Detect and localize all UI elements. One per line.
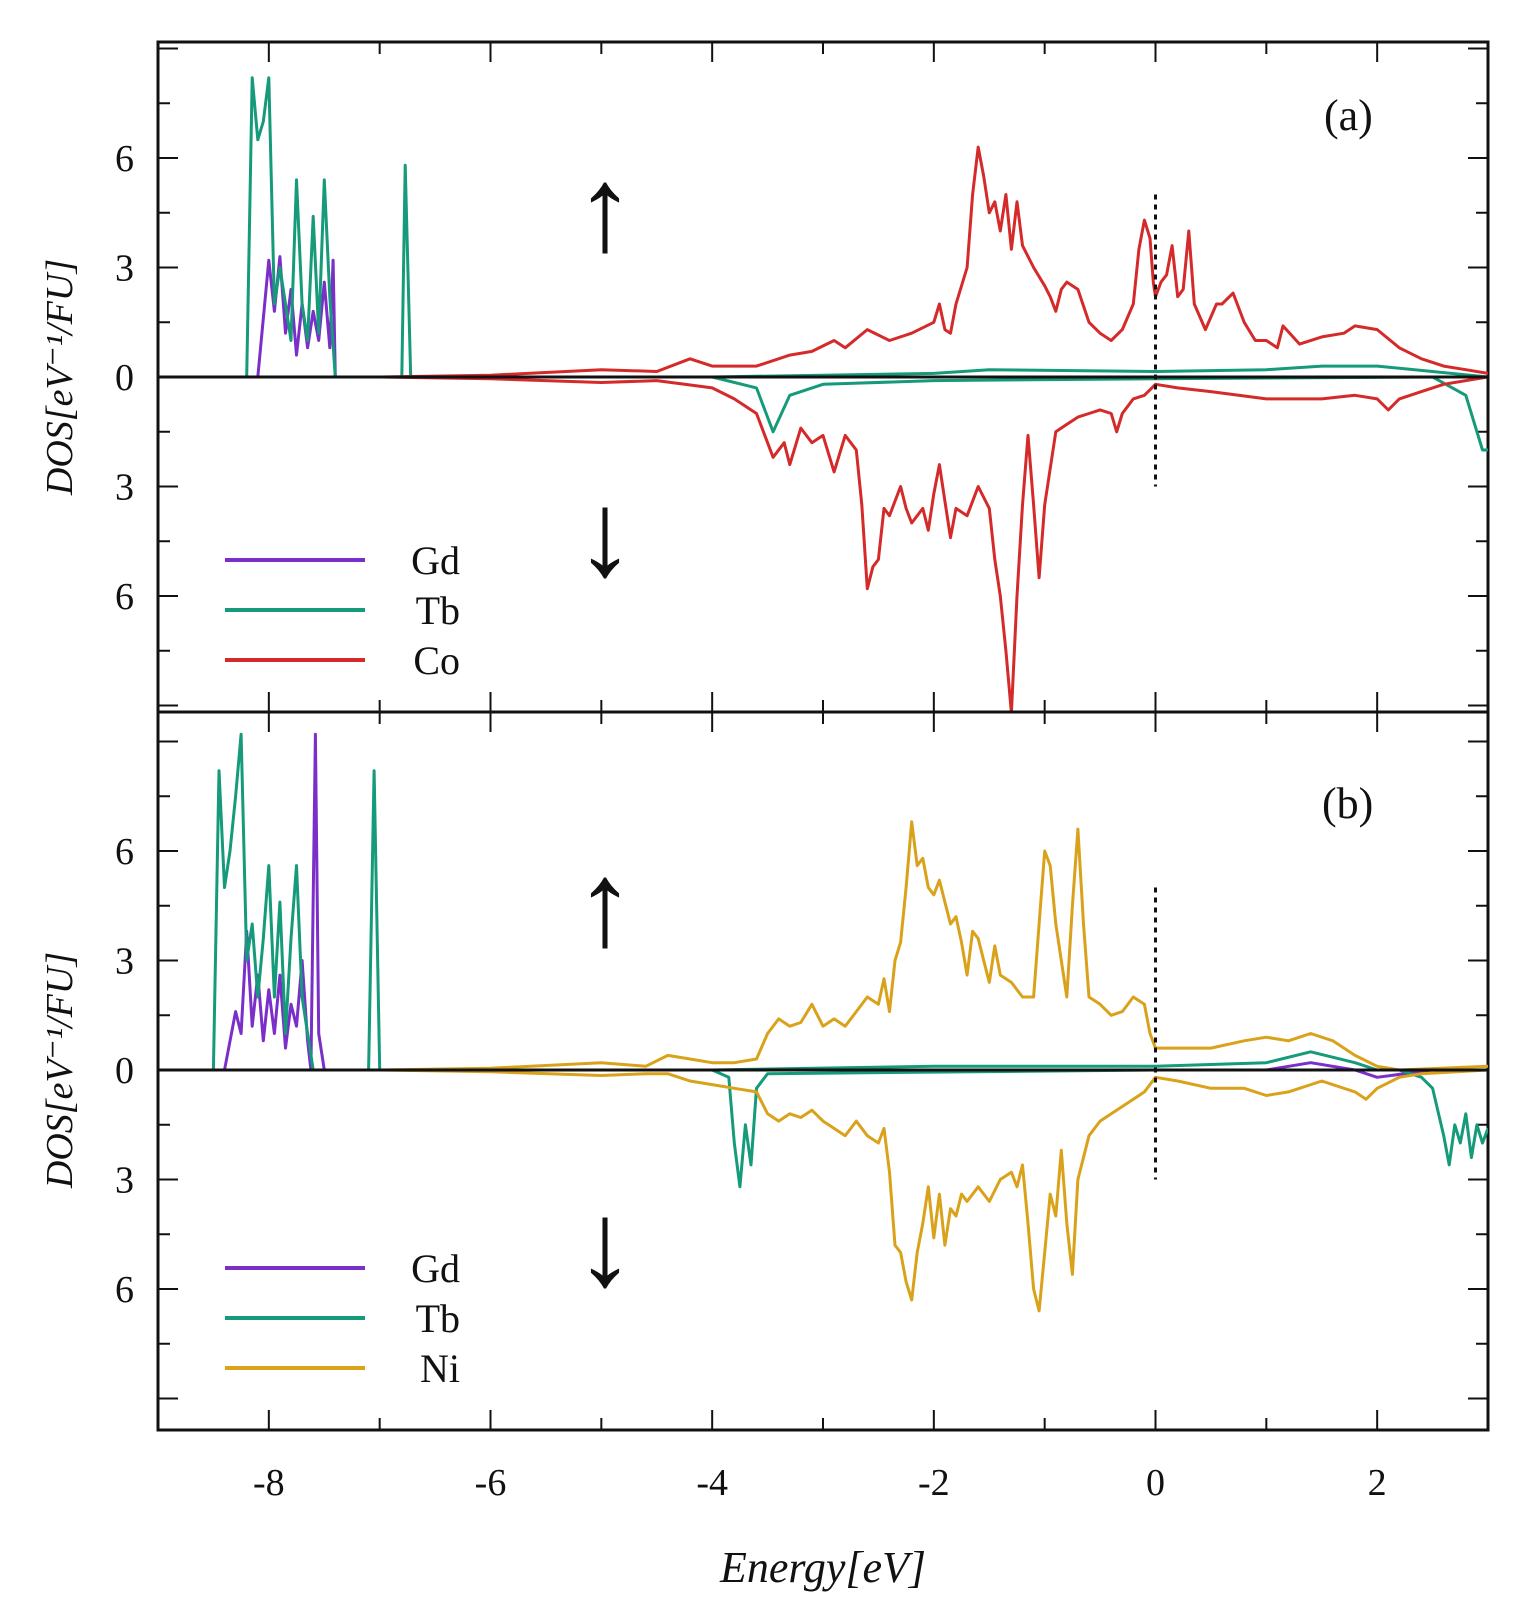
x-tick-label: 2 <box>1368 1462 1387 1504</box>
y-axis-label-b: DOS[eV⁻¹/FU] <box>39 952 81 1189</box>
legend-label-gd: Gd <box>411 1246 460 1291</box>
x-tick-label: -2 <box>918 1462 950 1504</box>
spin-up-arrow: ↑ <box>575 143 635 276</box>
panel-a-series <box>213 76 1488 712</box>
series-co-spin-up <box>213 145 1488 379</box>
legend-label-gd: Gd <box>411 538 460 583</box>
y-tick-label: 3 <box>115 1160 134 1202</box>
x-tick-label: -4 <box>696 1462 728 1504</box>
panel-a-legend: Gd Tb Co <box>225 538 460 683</box>
y-tick-label: 6 <box>115 1269 134 1311</box>
y-tick-label: 0 <box>115 357 134 399</box>
x-tick-labels: -8 -6 -4 -2 0 2 <box>253 1462 1387 1504</box>
panel-a-y-tick-labels: 6 3 0 3 6 <box>115 138 134 618</box>
panel-b-y-tick-labels: 6 3 0 3 6 <box>115 831 134 1311</box>
series-gd-spin-up <box>223 732 326 1072</box>
panel-a-ticks <box>157 42 1489 712</box>
x-axis-label: Energy[eV] <box>719 1543 926 1592</box>
spin-up-arrow: ↑ <box>575 838 635 971</box>
y-tick-label: 3 <box>115 467 134 509</box>
series-ni-spin-down <box>213 1068 1488 1313</box>
legend-label-tb: Tb <box>416 588 460 633</box>
y-tick-label: 3 <box>115 941 134 983</box>
series-tb-spin-down <box>213 375 1488 452</box>
panel-a: 6 3 0 3 6 (a) ↑ ↓ Gd Tb Co DOS[eV⁻¹/FU] <box>39 40 1490 714</box>
legend-label-co: Co <box>413 638 460 683</box>
panel-b-ticks <box>157 712 1489 1430</box>
panel-b-label: (b) <box>1322 779 1373 828</box>
y-tick-label: 6 <box>115 138 134 180</box>
y-tick-label: 6 <box>115 576 134 618</box>
series-tb-spin-up <box>213 76 1488 379</box>
x-tick-label: 0 <box>1146 1462 1165 1504</box>
y-tick-label: 0 <box>115 1050 134 1092</box>
legend-label-tb: Tb <box>416 1296 460 1341</box>
legend-label-ni: Ni <box>420 1346 460 1391</box>
spin-down-arrow: ↓ <box>575 468 635 601</box>
x-tick-label: -8 <box>253 1462 285 1504</box>
y-tick-label: 6 <box>115 831 134 873</box>
panel-b-legend: Gd Tb Ni <box>225 1246 460 1391</box>
y-axis-label-a: DOS[eV⁻¹/FU] <box>39 259 81 496</box>
x-tick-label: -6 <box>475 1462 507 1504</box>
spin-down-arrow: ↓ <box>575 1178 635 1311</box>
panel-b-series <box>211 732 1488 1313</box>
panel-b: 6 3 0 3 6 (b) ↑ ↓ Gd Tb Ni DOS[eV⁻¹/FU] <box>39 710 1490 1432</box>
y-tick-label: 3 <box>115 248 134 290</box>
series-ni-spin-up <box>213 820 1488 1072</box>
panel-a-label: (a) <box>1324 91 1373 140</box>
series-co-spin-down <box>213 375 1488 712</box>
series-tb-spin-up <box>211 732 1488 1072</box>
series-tb-spin-down <box>213 1068 1488 1189</box>
series-gd-spin-up <box>256 255 337 378</box>
